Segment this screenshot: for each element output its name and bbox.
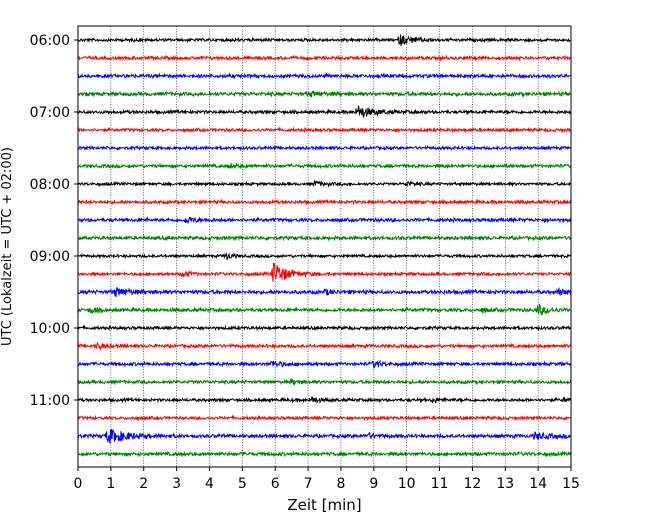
seismic-trace	[77, 126, 572, 134]
seismic-trace	[77, 302, 572, 316]
seismic-trace	[77, 324, 572, 332]
x-tick-label: 10	[398, 476, 416, 492]
x-tick-label: 7	[304, 476, 313, 492]
seismic-trace	[77, 90, 572, 98]
seismic-trace	[77, 377, 572, 386]
seismic-trace	[77, 414, 572, 422]
vertical-grid	[110, 26, 539, 467]
seismic-trace	[77, 341, 572, 351]
seismic-trace	[77, 359, 572, 369]
x-tick-label: 8	[336, 476, 345, 492]
y-tick-label: 09:00	[30, 249, 70, 265]
seismic-trace	[77, 286, 572, 298]
x-tick-label: 2	[139, 476, 148, 492]
x-tick-label: 13	[496, 476, 514, 492]
seismic-trace	[77, 216, 572, 225]
x-tick-label: 15	[562, 476, 580, 492]
y-axis-title: UTC (Lokalzeit = UTC + 02:00)	[0, 147, 15, 346]
x-tick-label: 1	[106, 476, 115, 492]
y-tick-label: 07:00	[30, 105, 70, 121]
plot-frame	[77, 25, 572, 468]
seismic-trace	[77, 144, 572, 152]
y-tick-label: 08:00	[30, 177, 70, 193]
x-axis-title: Zeit [min]	[287, 496, 361, 514]
x-tick-label: 0	[74, 476, 83, 492]
x-axis-ticks: 0 1 2 3 4 5 6 7 8 9 10 11 12 13 14 15	[74, 467, 580, 492]
y-tick-label: 06:00	[30, 33, 70, 49]
seismic-trace	[77, 396, 572, 404]
seismic-trace	[77, 262, 572, 282]
seismic-trace	[77, 162, 572, 170]
y-tick-label: 11:00	[30, 393, 70, 409]
seismic-trace	[77, 72, 572, 80]
seismic-trace	[77, 34, 572, 47]
x-tick-label: 9	[369, 476, 378, 492]
x-tick-label: 11	[431, 476, 449, 492]
x-tick-label: 12	[463, 476, 481, 492]
seismic-trace	[77, 105, 572, 119]
seismic-trace	[77, 198, 572, 206]
x-tick-label: 4	[205, 476, 214, 492]
seismic-trace	[77, 54, 572, 62]
seismic-trace	[77, 252, 572, 261]
x-tick-label: 14	[529, 476, 547, 492]
x-tick-label: 6	[271, 476, 280, 492]
y-axis-ticks: 06:00 07:00 08:00 09:00 10:00 11:00	[30, 33, 78, 409]
seismic-trace	[77, 234, 572, 242]
seismic-trace	[77, 179, 572, 188]
x-tick-label: 5	[238, 476, 247, 492]
seismic-trace	[77, 450, 572, 458]
seismic-trace	[77, 428, 572, 444]
x-tick-label: 3	[172, 476, 181, 492]
y-tick-label: 10:00	[30, 321, 70, 337]
trace-group	[77, 34, 572, 458]
